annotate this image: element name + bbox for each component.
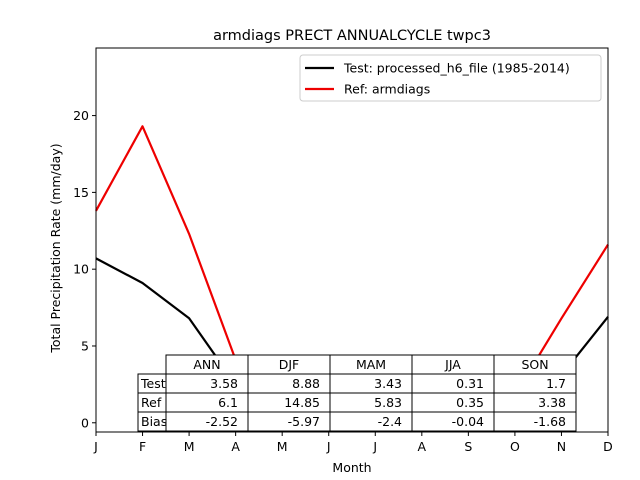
table-col-label: JJA bbox=[444, 357, 461, 372]
y-axis-label: Total Precipitation Rate (mm/day) bbox=[48, 143, 63, 353]
table-value: 0.35 bbox=[456, 395, 484, 410]
x-tick-label: M bbox=[277, 439, 288, 454]
x-tick-label: F bbox=[139, 439, 146, 454]
table-row-label: Bias bbox=[141, 414, 167, 429]
legend-label: Ref: armdiags bbox=[344, 82, 430, 97]
chart-title: armdiags PRECT ANNUALCYCLE twpc3 bbox=[213, 28, 491, 44]
x-tick-label: J bbox=[93, 439, 98, 454]
table-value: 3.38 bbox=[538, 395, 566, 410]
plot-frame bbox=[95, 47, 609, 433]
table-row-label: Test bbox=[140, 376, 166, 391]
x-tick-label: A bbox=[231, 439, 240, 454]
table-row-label: Ref bbox=[141, 395, 162, 410]
table-value: -5.97 bbox=[288, 414, 320, 429]
x-tick-label: O bbox=[510, 439, 520, 454]
table-value: 1.7 bbox=[546, 376, 566, 391]
table-value: 6.1 bbox=[218, 395, 238, 410]
table-value: 0.31 bbox=[456, 376, 484, 391]
legend-label: Test: processed_h6_file (1985-2014) bbox=[343, 61, 570, 76]
y-tick-label: 0 bbox=[81, 415, 89, 430]
y-tick-label: 15 bbox=[73, 185, 89, 200]
x-tick-label: A bbox=[418, 439, 427, 454]
x-tick-label: D bbox=[603, 439, 613, 454]
stats-table: ANN DJF MAM JJA SON Test 3.58 8.88 3.43 0.31 1.7 Re… bbox=[137, 354, 577, 432]
y-tick-label: 5 bbox=[81, 338, 89, 353]
table-value: -2.4 bbox=[378, 414, 402, 429]
x-tick-label: N bbox=[557, 439, 566, 454]
table-value: 3.43 bbox=[374, 376, 402, 391]
y-tick-label: 20 bbox=[73, 108, 89, 123]
table-value: 3.58 bbox=[210, 376, 238, 391]
table-col-label: ANN bbox=[193, 357, 220, 372]
legend: Test: processed_h6_file (1985-2014) Ref: … bbox=[299, 54, 602, 102]
table-value: 5.83 bbox=[374, 395, 402, 410]
x-tick-label: M bbox=[184, 439, 195, 454]
x-axis-label: Month bbox=[332, 460, 371, 475]
table-col-label: SON bbox=[521, 357, 548, 372]
table-col-label: DJF bbox=[279, 357, 300, 372]
table-cell bbox=[493, 411, 577, 432]
x-tick-label: J bbox=[326, 439, 331, 454]
legend-box bbox=[299, 54, 602, 102]
x-tick-label: S bbox=[464, 439, 472, 454]
table-col-label: MAM bbox=[356, 357, 386, 372]
table-value: 8.88 bbox=[292, 376, 320, 391]
table-value: -1.68 bbox=[534, 414, 566, 429]
x-tick-label: J bbox=[372, 439, 377, 454]
table-value: -2.52 bbox=[206, 414, 238, 429]
table-value: 14.85 bbox=[284, 395, 320, 410]
y-tick-label: 10 bbox=[73, 262, 89, 277]
table-value: -0.04 bbox=[452, 414, 484, 429]
